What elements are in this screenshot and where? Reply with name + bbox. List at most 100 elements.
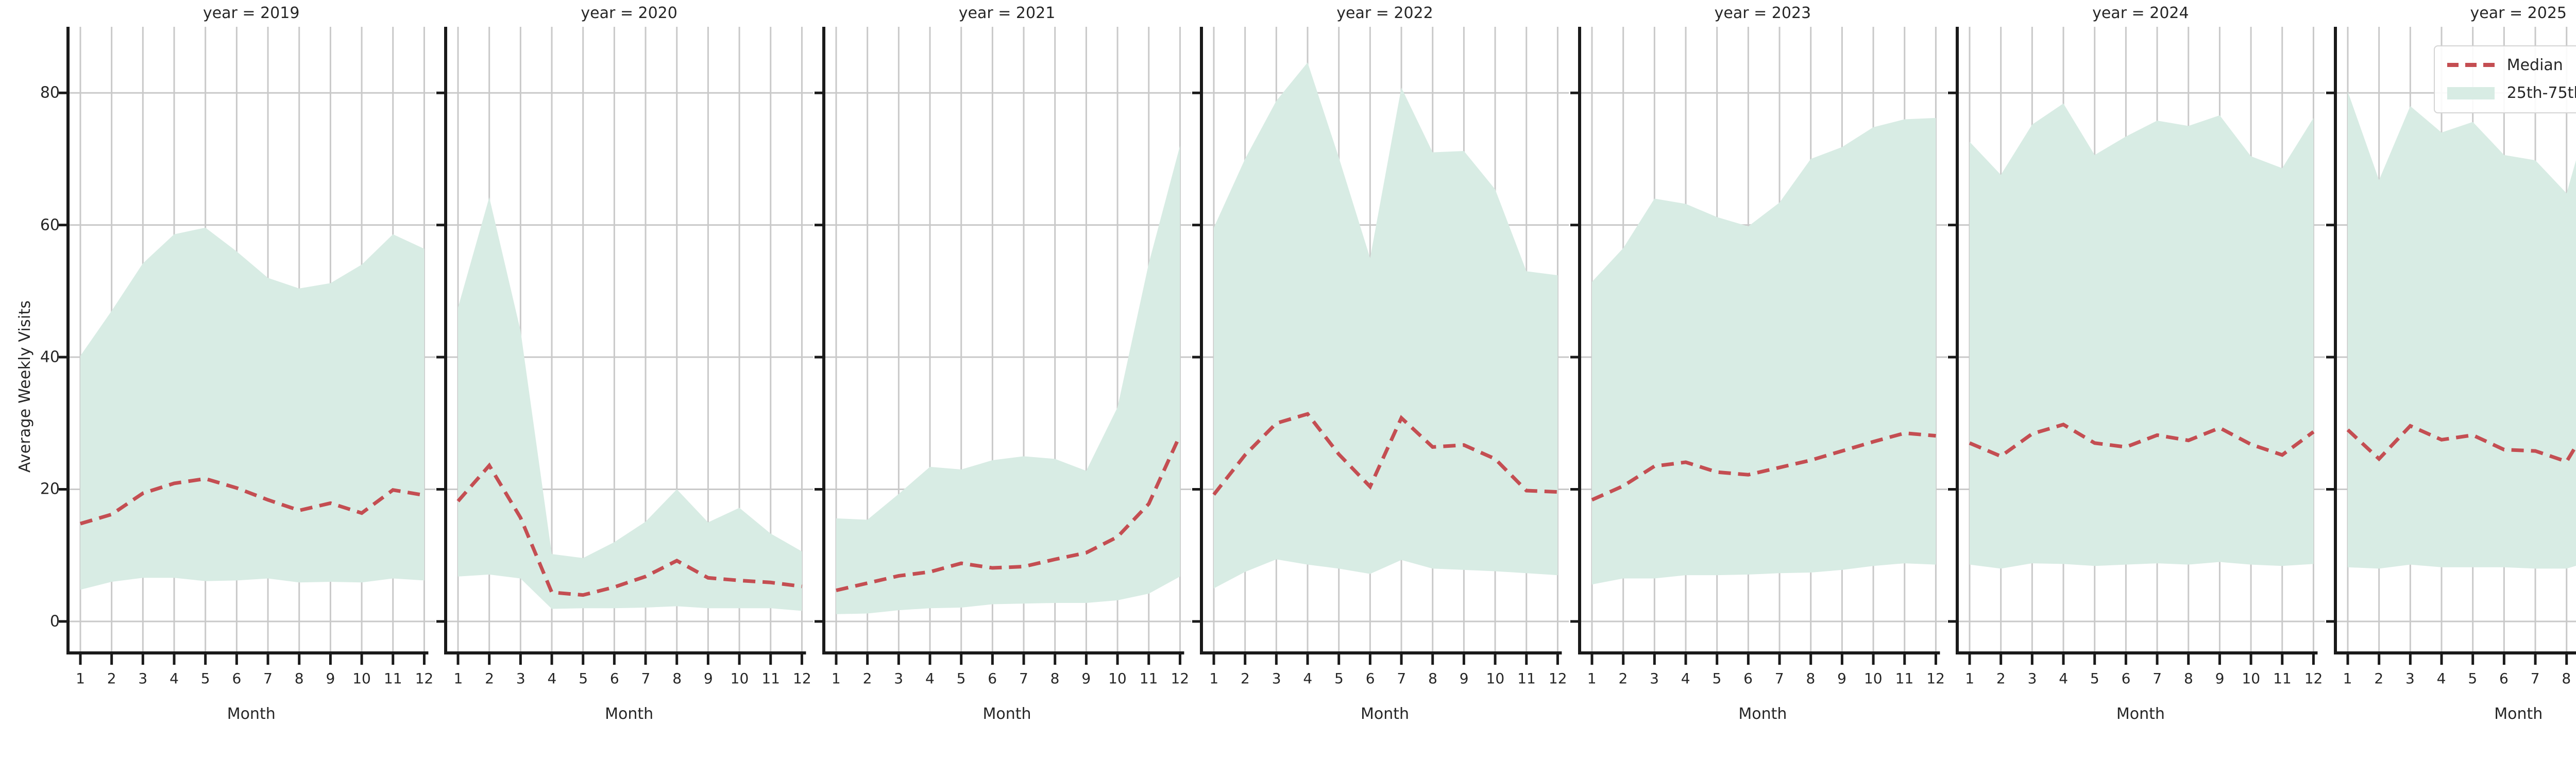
panel-title: year = 2023 bbox=[1714, 4, 1811, 22]
x-tick-label: 5 bbox=[200, 670, 210, 687]
x-tick-label: 5 bbox=[956, 670, 966, 687]
median-line bbox=[1212, 412, 1558, 496]
x-tick-label: 10 bbox=[1863, 670, 1883, 687]
x-tick-label: 3 bbox=[138, 670, 148, 687]
x-tick-label: 4 bbox=[1303, 670, 1313, 687]
x-axis-title: Month bbox=[982, 705, 1031, 723]
y-tick-label: 40 bbox=[40, 348, 60, 366]
median-line bbox=[836, 434, 1182, 593]
x-tick-label: 1 bbox=[1587, 670, 1597, 687]
x-tick-label: 1 bbox=[1209, 670, 1219, 687]
x-tick-label: 9 bbox=[1081, 670, 1091, 687]
x-axis-title: Month bbox=[1738, 705, 1787, 723]
x-tick-label: 9 bbox=[1459, 670, 1469, 687]
x-tick-label: 10 bbox=[352, 670, 371, 687]
plot-area bbox=[59, 27, 436, 665]
dashed-line-swatch-icon bbox=[2446, 57, 2496, 73]
plot-svg bbox=[2326, 27, 2576, 665]
panel-title: year = 2019 bbox=[202, 4, 300, 22]
plot-svg bbox=[1948, 27, 2325, 665]
facet-panel-2025: year = 2025123456789101112MonthMedian25t… bbox=[2326, 0, 2576, 773]
y-tick-label: 80 bbox=[40, 83, 60, 102]
x-tick-label: 2 bbox=[1996, 670, 2006, 687]
legend-item-median[interactable]: Median bbox=[2446, 54, 2576, 76]
x-axis-title: Month bbox=[2116, 705, 2165, 723]
x-tick-label: 12 bbox=[1926, 670, 1945, 687]
x-tick-label: 5 bbox=[1712, 670, 1722, 687]
x-tick-label: 11 bbox=[1517, 670, 1536, 687]
panel-title: year = 2022 bbox=[1336, 4, 1433, 22]
x-tick-label: 8 bbox=[1050, 670, 1060, 687]
x-tick-label: 3 bbox=[894, 670, 904, 687]
plot-area bbox=[814, 27, 1192, 665]
x-tick-label: 8 bbox=[2562, 670, 2571, 687]
x-tick-label: 8 bbox=[1428, 670, 1437, 687]
percentile-band bbox=[836, 145, 1180, 614]
x-tick-label: 7 bbox=[1019, 670, 1028, 687]
x-tick-label: 12 bbox=[2304, 670, 2323, 687]
plot-area bbox=[436, 27, 814, 665]
x-tick-label: 11 bbox=[1139, 670, 1158, 687]
x-tick-label: 7 bbox=[1397, 670, 1406, 687]
x-tick-label: 4 bbox=[1681, 670, 1690, 687]
x-tick-label: 2 bbox=[1241, 670, 1250, 687]
legend[interactable]: Median 25th-75th Percentile bbox=[2433, 45, 2576, 113]
facet-panel-2023: year = 2023 1 2 3 4 5 6 7 8 9 10 11 12 Month bbox=[1570, 0, 1947, 773]
median-line bbox=[2346, 424, 2576, 464]
facet-panel-2024: year = 2024 1 2 3 4 5 6 7 8 9 10 11 12 Month bbox=[1948, 0, 2325, 773]
panel-title: year = 2020 bbox=[581, 4, 677, 22]
x-tick-label: 5 bbox=[2090, 670, 2099, 687]
x-tick-label: 11 bbox=[1895, 670, 1914, 687]
x-tick-label: 2 bbox=[1618, 670, 1628, 687]
x-tick-label: 3 bbox=[2027, 670, 2037, 687]
percentile-band bbox=[1591, 117, 1936, 585]
band-swatch-icon bbox=[2446, 85, 2496, 100]
facet-panel-2019: year = 2019 1 2 3 4 5 6 7 8 9 10 11 12 Month bbox=[59, 0, 436, 773]
x-tick-label: 5 bbox=[2468, 670, 2478, 687]
x-tick-label: 6 bbox=[2499, 670, 2509, 687]
plot-svg bbox=[814, 27, 1192, 665]
x-tick-label: 12 bbox=[415, 670, 434, 687]
x-tick-label: 8 bbox=[2183, 670, 2193, 687]
x-axis-title: Month bbox=[227, 705, 276, 723]
x-tick-label: 8 bbox=[1806, 670, 1816, 687]
x-tick-label: 12 bbox=[1171, 670, 1190, 687]
x-tick-label: 1 bbox=[2343, 670, 2352, 687]
panel-title: year = 2025 bbox=[2470, 4, 2567, 22]
x-tick-label: 12 bbox=[1548, 670, 1567, 687]
x-tick-label: 4 bbox=[547, 670, 557, 687]
x-tick-label: 6 bbox=[609, 670, 619, 687]
percentile-band bbox=[1214, 62, 1558, 589]
facet-panel-2022: year = 2022 1 2 3 4 5 6 7 8 9 10 11 12 Month bbox=[1192, 0, 1569, 773]
facet-panel-2021: year = 2021 1 2 3 4 5 6 7 8 9 10 11 12 Month bbox=[814, 0, 1192, 773]
x-tick-label: 7 bbox=[641, 670, 651, 687]
plot-area bbox=[1570, 27, 1947, 665]
x-tick-label: 12 bbox=[793, 670, 811, 687]
x-tick-label: 9 bbox=[1837, 670, 1847, 687]
x-tick-label: 5 bbox=[579, 670, 588, 687]
plot-area bbox=[2326, 27, 2576, 665]
x-tick-label: 8 bbox=[294, 670, 304, 687]
x-tick-label: 6 bbox=[232, 670, 242, 687]
x-tick-label: 10 bbox=[2242, 670, 2261, 687]
x-tick-label: 9 bbox=[326, 670, 335, 687]
percentile-band bbox=[1970, 103, 2314, 569]
plot-svg bbox=[1192, 27, 1569, 665]
x-tick-label: 5 bbox=[1334, 670, 1344, 687]
legend-item-percentile-band[interactable]: 25th-75th Percentile bbox=[2446, 81, 2576, 104]
x-tick-label: 2 bbox=[107, 670, 116, 687]
x-tick-label: 6 bbox=[1743, 670, 1753, 687]
legend-label: Median bbox=[2506, 56, 2563, 74]
x-tick-label: 4 bbox=[2436, 670, 2446, 687]
x-tick-label: 7 bbox=[1774, 670, 1784, 687]
x-tick-label: 9 bbox=[703, 670, 713, 687]
x-tick-label: 10 bbox=[1108, 670, 1127, 687]
x-tick-label: 2 bbox=[862, 670, 872, 687]
x-tick-label: 3 bbox=[516, 670, 526, 687]
plot-area bbox=[1192, 27, 1569, 665]
